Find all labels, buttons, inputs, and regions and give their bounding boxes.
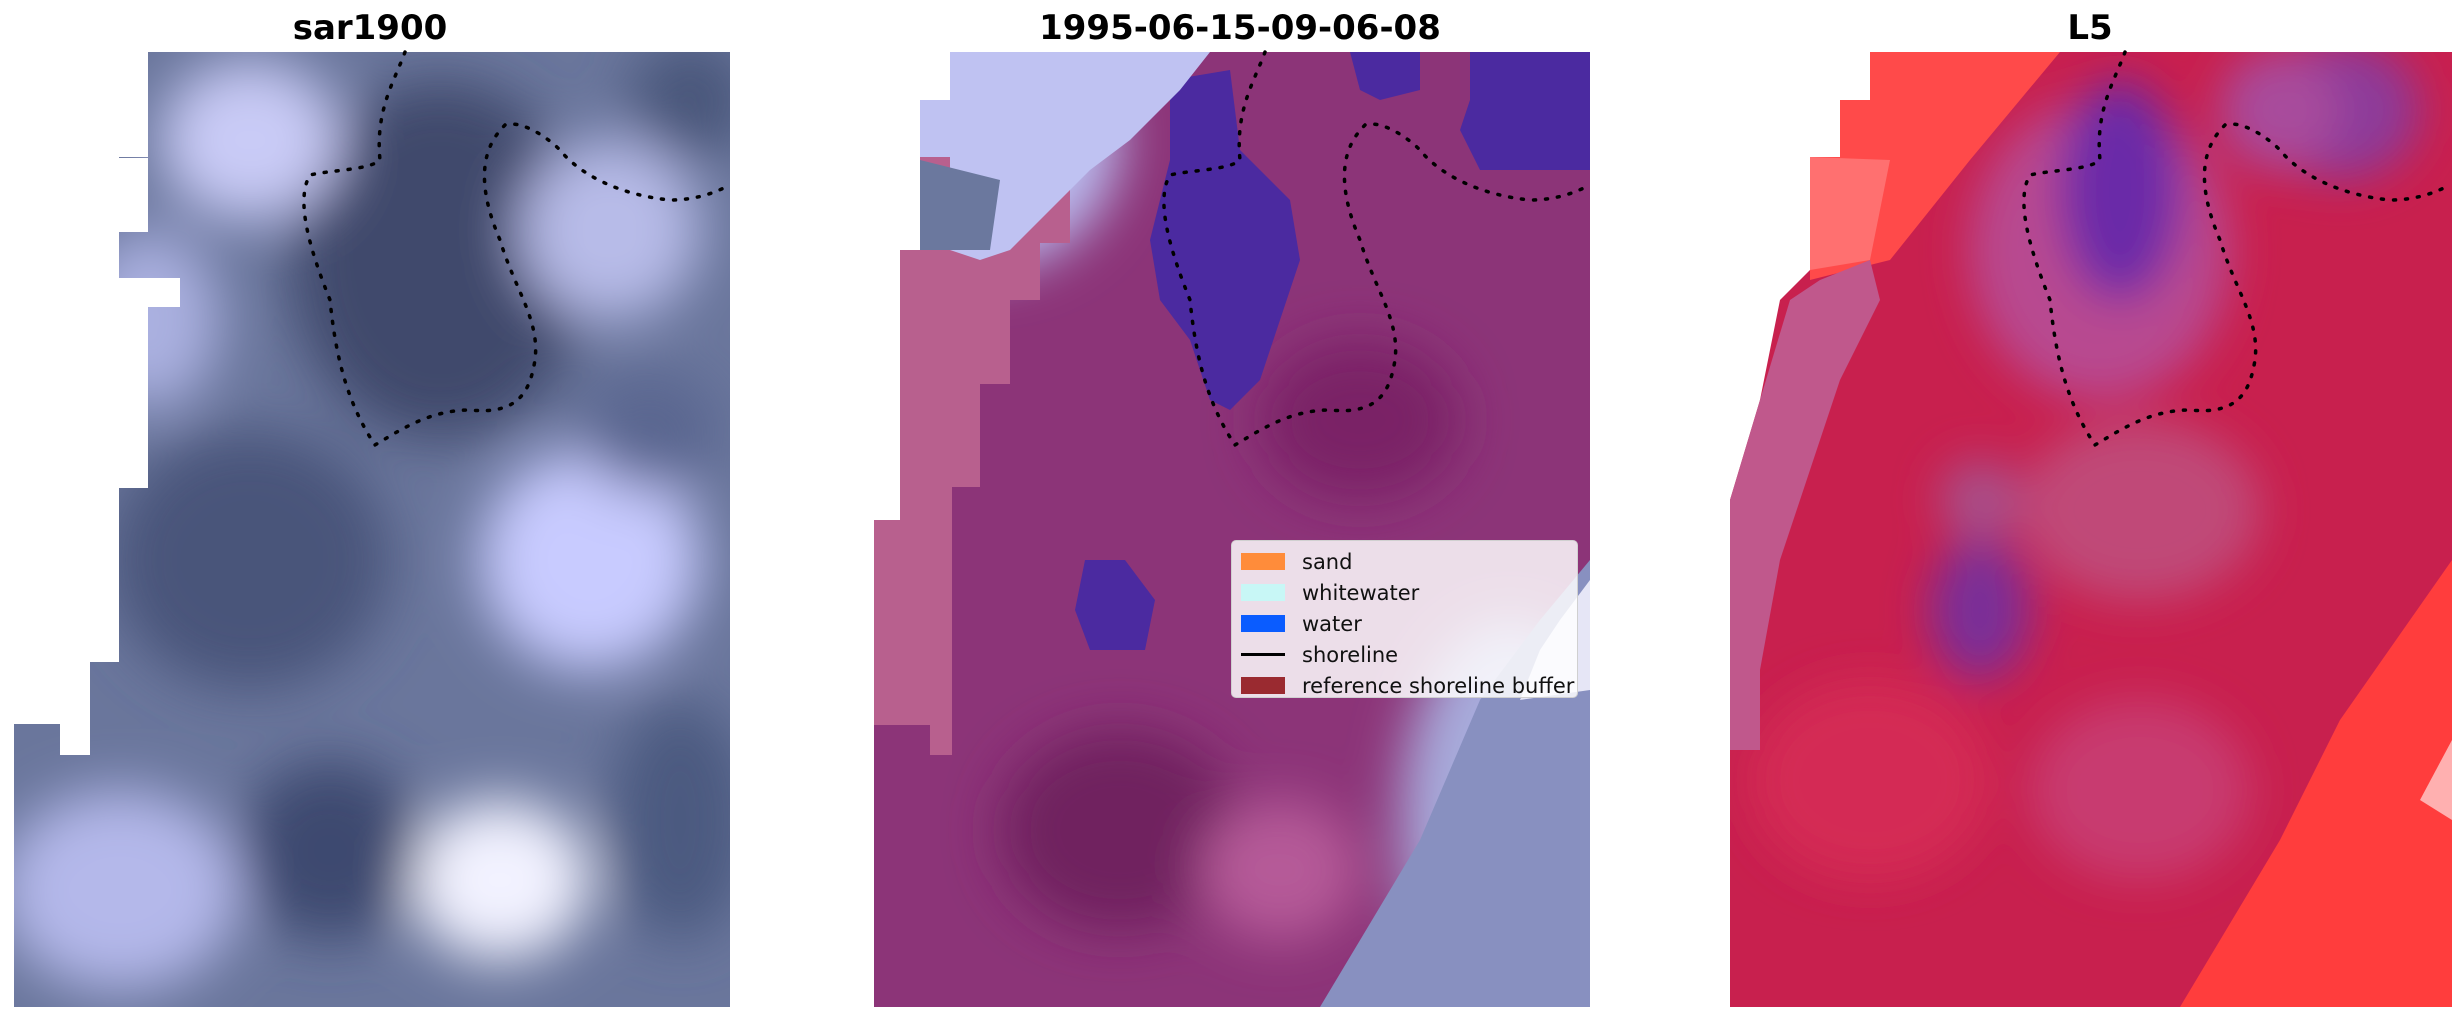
buffer-swatch [1241, 677, 1285, 694]
legend-item-buffer: reference shoreline buffer [1241, 670, 1577, 701]
classification-image [874, 50, 1592, 1007]
water-swatch [1241, 615, 1285, 632]
panel-l5: L5 [1720, 0, 2460, 1021]
satellite-image [14, 50, 732, 1007]
legend-item-shoreline: shoreline [1241, 639, 1577, 670]
legend-item-whitewater: whitewater [1241, 577, 1577, 608]
shoreline-dotted [2022, 50, 2452, 448]
reference-shoreline-buffer [1730, 260, 1880, 750]
legend: sand whitewater water shoreline referenc… [1231, 540, 1578, 698]
legend-label: sand [1302, 549, 1353, 574]
whitewater-swatch [1241, 584, 1285, 601]
panel-title: L5 [2067, 8, 2113, 48]
sand-swatch [1241, 553, 1285, 570]
panel-title: sar1900 [292, 8, 448, 48]
shoreline-swatch [1241, 653, 1285, 656]
legend-label: whitewater [1302, 580, 1420, 605]
panel-classification: 1995-06-15-09-06-08 [860, 0, 1620, 1021]
l5-image [1730, 50, 2452, 1007]
legend-label: water [1302, 611, 1362, 636]
legend-item-water: water [1241, 608, 1577, 639]
shoreline-dotted [1162, 50, 1592, 448]
panel-title: 1995-06-15-09-06-08 [1039, 8, 1441, 48]
legend-label: reference shoreline buffer [1302, 673, 1575, 698]
legend-label: shoreline [1302, 642, 1399, 667]
shoreline-dotted [302, 50, 732, 448]
legend-item-sand: sand [1241, 546, 1577, 577]
panel-sar1900: sar1900 [0, 0, 740, 1021]
water-region [1150, 70, 1300, 410]
